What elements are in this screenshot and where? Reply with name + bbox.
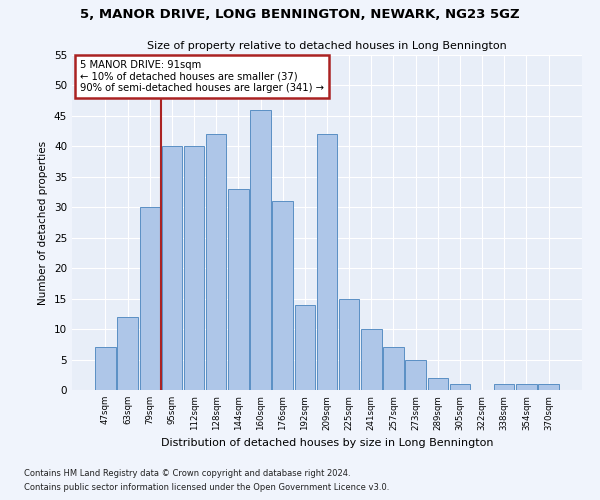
Bar [406, 360, 426, 390]
Bar [228, 189, 248, 390]
Text: 5, MANOR DRIVE, LONG BENNINGTON, NEWARK, NG23 5GZ: 5, MANOR DRIVE, LONG BENNINGTON, NEWARK,… [80, 8, 520, 20]
Bar [516, 384, 536, 390]
Bar [339, 298, 359, 390]
Bar [95, 348, 116, 390]
Bar [295, 304, 315, 390]
Bar [140, 208, 160, 390]
Text: Contains HM Land Registry data © Crown copyright and database right 2024.: Contains HM Land Registry data © Crown c… [24, 468, 350, 477]
Bar [161, 146, 182, 390]
Bar [206, 134, 226, 390]
Bar [428, 378, 448, 390]
Bar [272, 201, 293, 390]
Bar [383, 348, 404, 390]
Bar [494, 384, 514, 390]
Bar [450, 384, 470, 390]
X-axis label: Distribution of detached houses by size in Long Bennington: Distribution of detached houses by size … [161, 438, 493, 448]
Bar [317, 134, 337, 390]
Bar [118, 317, 138, 390]
Title: Size of property relative to detached houses in Long Bennington: Size of property relative to detached ho… [147, 42, 507, 51]
Bar [361, 329, 382, 390]
Bar [184, 146, 204, 390]
Text: Contains public sector information licensed under the Open Government Licence v3: Contains public sector information licen… [24, 484, 389, 492]
Text: 5 MANOR DRIVE: 91sqm
← 10% of detached houses are smaller (37)
90% of semi-detac: 5 MANOR DRIVE: 91sqm ← 10% of detached h… [80, 60, 323, 93]
Y-axis label: Number of detached properties: Number of detached properties [38, 140, 49, 304]
Bar [538, 384, 559, 390]
Bar [250, 110, 271, 390]
